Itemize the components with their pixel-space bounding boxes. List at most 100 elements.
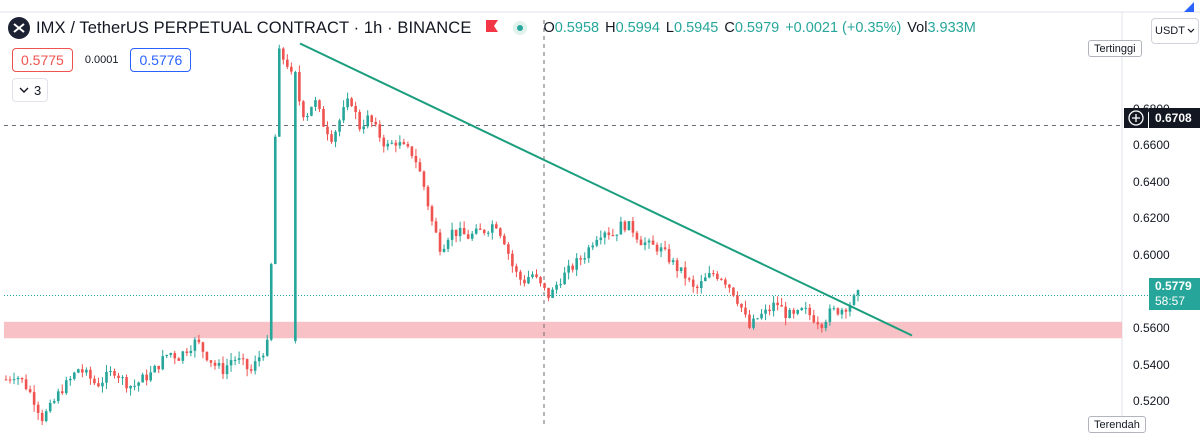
- candle-body: [788, 309, 791, 319]
- candle-body: [627, 221, 631, 231]
- candle-body: [683, 267, 687, 279]
- candle-body: [824, 321, 828, 329]
- candle-body: [153, 365, 156, 373]
- candle-body: [20, 377, 24, 380]
- candle-body: [205, 351, 209, 361]
- candle-body: [535, 274, 538, 277]
- candle-body: [852, 295, 856, 305]
- candle-body: [675, 260, 679, 271]
- candle-body: [382, 137, 386, 147]
- price-tick-label: 0.6400: [1133, 174, 1170, 189]
- candle-body: [724, 279, 727, 285]
- candle-body: [840, 309, 844, 315]
- last-price-value: 0.5779: [1155, 279, 1192, 293]
- candle-body: [519, 271, 522, 280]
- candle-body: [559, 284, 562, 286]
- candle-body: [245, 359, 249, 370]
- candle-body: [418, 162, 422, 172]
- candle-body: [197, 339, 201, 343]
- candle-body: [438, 232, 442, 252]
- candle-body: [277, 48, 281, 137]
- candle-body: [28, 389, 32, 393]
- candle-body: [233, 359, 237, 361]
- candle-body: [302, 101, 305, 118]
- candle-body: [314, 100, 317, 107]
- candle-body: [36, 404, 40, 413]
- candle-body: [772, 302, 775, 312]
- market-status-icon[interactable]: [513, 21, 528, 35]
- add-alert-button[interactable]: [1124, 108, 1148, 128]
- candle-body: [470, 233, 474, 239]
- candle-body: [531, 274, 534, 278]
- candle-body: [93, 378, 96, 384]
- candle-body: [338, 120, 341, 132]
- candle-body: [784, 306, 787, 319]
- sell-button[interactable]: 0.5775: [12, 48, 73, 72]
- candle-body: [294, 72, 297, 342]
- candle-body: [458, 227, 462, 237]
- candle-body: [635, 232, 639, 240]
- candle-body: [241, 358, 245, 360]
- candle-body: [237, 358, 241, 360]
- imx-logo-icon: [8, 17, 30, 39]
- candle-body: [85, 369, 88, 373]
- plus-circle-icon: [1128, 110, 1144, 126]
- indicators-toggle-button[interactable]: 3: [12, 78, 49, 102]
- candle-body: [193, 339, 197, 351]
- indicators-count: 3: [34, 82, 42, 98]
- candle-body: [792, 309, 795, 314]
- candle-body: [282, 48, 285, 60]
- candle-body: [40, 412, 44, 422]
- candle-body: [426, 186, 430, 207]
- candle-body: [56, 391, 60, 402]
- candle-body: [213, 362, 217, 366]
- candle-body: [185, 351, 189, 354]
- candle-body: [691, 279, 695, 287]
- candle-body: [748, 314, 751, 328]
- candle-body: [273, 136, 277, 265]
- candle-body: [265, 339, 269, 356]
- price-tick-label: 0.5200: [1133, 394, 1170, 409]
- buy-button[interactable]: 0.5776: [130, 48, 192, 72]
- ohlc-item: C0.5979: [724, 20, 779, 36]
- candle-body: [125, 377, 128, 389]
- candle-body: [651, 240, 655, 245]
- candle-body: [52, 401, 56, 403]
- candle-body: [129, 385, 132, 389]
- candle-body: [454, 229, 458, 237]
- candle-body: [109, 371, 112, 373]
- candle-body: [720, 278, 723, 280]
- candle-body: [623, 221, 627, 231]
- candle-body: [744, 307, 747, 315]
- candle-body: [804, 307, 808, 309]
- candle-body: [157, 365, 161, 370]
- candle-body: [117, 375, 120, 378]
- candle-body: [712, 273, 715, 275]
- candle-body: [330, 134, 333, 142]
- candle-body: [478, 228, 482, 230]
- candle-body: [24, 379, 28, 390]
- currency-selector[interactable]: USDT: [1151, 18, 1199, 44]
- spread-value: 0.0001: [84, 54, 119, 66]
- candle-body: [499, 228, 502, 236]
- candle-body: [659, 247, 663, 252]
- currency-label: USDT: [1155, 25, 1185, 37]
- candle-body: [362, 126, 365, 130]
- candle-body: [48, 402, 52, 412]
- candle-body: [189, 350, 193, 354]
- candle-body: [679, 267, 683, 271]
- candle-body: [466, 234, 470, 239]
- price-tick-label: 0.5600: [1133, 321, 1170, 336]
- ohlc-value: 0.5979: [734, 20, 780, 36]
- symbol-title[interactable]: IMX / TetherUS PERPETUAL CONTRACT · 1h ·…: [36, 18, 472, 37]
- candle-body: [716, 273, 719, 279]
- candle-body: [430, 206, 434, 222]
- candle-body: [394, 142, 398, 146]
- candle-body: [97, 383, 100, 387]
- candle-body: [708, 273, 711, 278]
- candle-body: [780, 305, 783, 307]
- flag-icon[interactable]: [485, 18, 499, 38]
- candle-body: [64, 380, 68, 394]
- candle-body: [12, 379, 16, 381]
